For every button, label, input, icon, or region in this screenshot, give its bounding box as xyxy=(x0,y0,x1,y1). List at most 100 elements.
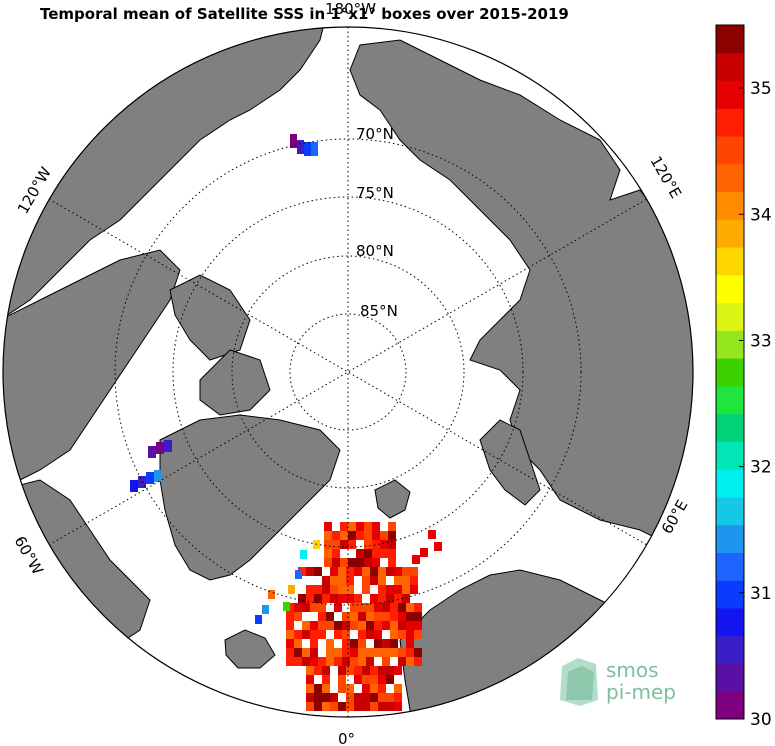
sss-cell xyxy=(306,702,314,711)
sss-cell xyxy=(378,567,386,576)
sss-cell xyxy=(390,630,398,639)
colorbar-tick-label: 35 xyxy=(750,79,772,99)
sss-cell xyxy=(286,630,294,639)
lat-circle-75 xyxy=(172,196,524,548)
sss-cell xyxy=(348,558,356,567)
sss-cell xyxy=(295,570,302,579)
sss-cell xyxy=(332,558,340,567)
sss-cell xyxy=(406,630,414,639)
sss-cell xyxy=(380,540,388,549)
sss-cell xyxy=(378,666,386,675)
sss-cell xyxy=(314,567,322,576)
sss-cell xyxy=(306,675,314,684)
colorbar-tick-label: 32 xyxy=(750,458,772,478)
sss-cell xyxy=(294,639,302,648)
colorbar-segment xyxy=(716,385,744,415)
sss-cell xyxy=(306,585,314,594)
sss-cell xyxy=(340,531,348,540)
graticule xyxy=(48,27,648,717)
sss-cell xyxy=(324,522,332,531)
sss-cell xyxy=(386,702,394,711)
lat-label-70: 70°N xyxy=(356,125,394,143)
colorbar-segment xyxy=(716,496,744,526)
colorbar-tick-label: 31 xyxy=(750,584,772,604)
sss-cell xyxy=(318,612,326,621)
colorbar-segment xyxy=(716,580,744,609)
lat-label-85: 85°N xyxy=(360,302,398,320)
sss-cell xyxy=(362,693,370,702)
sss-cell xyxy=(398,621,406,630)
sss-cell xyxy=(332,549,340,558)
sss-cell xyxy=(402,585,410,594)
sss-cell xyxy=(326,639,334,648)
sss-cell xyxy=(346,594,354,603)
sss-cell xyxy=(362,567,370,576)
sss-cell xyxy=(394,585,402,594)
sss-cell xyxy=(354,567,362,576)
sss-cell xyxy=(410,585,418,594)
sss-cell xyxy=(306,666,314,675)
sss-cell xyxy=(326,612,334,621)
sss-cell xyxy=(322,594,330,603)
lon-label-180w: 180°W xyxy=(325,0,376,18)
colorbar-segment xyxy=(716,302,744,331)
map-boundary xyxy=(2,26,694,718)
sss-cell xyxy=(394,567,402,576)
sss-cell xyxy=(364,522,372,531)
sss-cell xyxy=(322,576,330,585)
sss-cell xyxy=(350,639,358,648)
sss-cell xyxy=(340,540,348,549)
sss-cell xyxy=(311,142,318,156)
sss-cell xyxy=(402,567,410,576)
sss-cell xyxy=(350,657,358,666)
sss-cell xyxy=(286,639,294,648)
lon-label-120e: 120°E xyxy=(647,153,685,201)
iceland xyxy=(224,629,276,669)
sss-cell xyxy=(268,590,275,599)
sss-cell xyxy=(332,531,340,540)
sss-cell xyxy=(388,558,396,567)
sss-cell xyxy=(286,612,294,621)
sss-cell xyxy=(334,603,342,612)
sss-cell xyxy=(310,621,318,630)
sss-cell xyxy=(326,621,334,630)
sss-cell xyxy=(386,567,394,576)
sss-cell xyxy=(342,639,350,648)
lon-label-0: 0° xyxy=(338,730,355,746)
sss-cell xyxy=(310,603,318,612)
sss-cell xyxy=(428,530,436,539)
sss-cell xyxy=(318,657,326,666)
sss-cell xyxy=(322,585,330,594)
sss-cell xyxy=(370,666,378,675)
sss-cell xyxy=(378,684,386,693)
greenland-landmass xyxy=(159,414,341,581)
sss-cell xyxy=(340,522,348,531)
sss-cell xyxy=(358,630,366,639)
sss-cell xyxy=(286,657,294,666)
sss-cell xyxy=(310,639,318,648)
sss-cell xyxy=(306,684,314,693)
sss-cell xyxy=(410,576,418,585)
sss-cell xyxy=(338,702,346,711)
sss-cell xyxy=(338,666,346,675)
sss-cell xyxy=(294,648,302,657)
sss-cell xyxy=(382,639,390,648)
sss-cell xyxy=(364,531,372,540)
sss-cell xyxy=(386,693,394,702)
sss-cell xyxy=(406,612,414,621)
sss-cell xyxy=(398,603,406,612)
lat-circle-80 xyxy=(231,255,465,489)
sss-cell xyxy=(354,675,362,684)
sss-cell xyxy=(382,657,390,666)
sss-cell xyxy=(300,550,307,559)
sss-cell xyxy=(330,567,338,576)
sss-cell xyxy=(388,540,396,549)
sss-cell xyxy=(358,603,366,612)
sss-cell xyxy=(334,630,342,639)
sss-cell xyxy=(414,648,422,657)
sss-cell xyxy=(434,542,442,551)
sss-cell xyxy=(350,603,358,612)
sss-cell xyxy=(354,594,362,603)
sss-cell xyxy=(354,702,362,711)
